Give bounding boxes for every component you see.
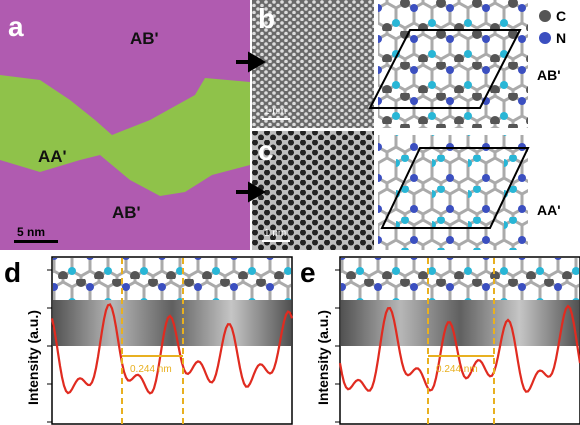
model-label: AA': [537, 202, 561, 218]
scale-label: 1 nm: [264, 106, 286, 117]
region-label: AA': [38, 147, 67, 166]
atomic-models: C N AB' AA': [370, 0, 566, 250]
panel-label: d: [4, 257, 21, 288]
scale-bar: [14, 240, 58, 243]
legend-marker: [539, 10, 551, 22]
region-label: AB': [112, 203, 141, 222]
legend-label: C: [556, 8, 566, 24]
y-axis-label: Intensity (a.u.): [25, 310, 41, 405]
model-aa: [378, 135, 528, 250]
scale-label: 5 nm: [17, 225, 45, 239]
panel-e: e Intensity (a.u.) 0.244 nm: [300, 257, 580, 424]
distance-label: 0.244 nm: [130, 364, 172, 375]
scale-label: 1 nm: [264, 228, 286, 239]
region-label: AB': [130, 29, 159, 48]
y-axis-label: Intensity (a.u.): [315, 310, 331, 405]
scale-bar: [262, 240, 290, 242]
distance-label: 0.244 nm: [436, 364, 478, 375]
figure: a AB' AA' AB' 5 nm b 1 nm c 1 nm C N AB'…: [0, 0, 580, 425]
panel-c: c 1 nm: [252, 131, 374, 250]
panel-label: a: [8, 11, 24, 42]
scale-bar: [262, 118, 290, 120]
panel-label: e: [300, 257, 316, 288]
legend-marker: [539, 32, 551, 44]
atom-strip: [341, 258, 579, 300]
image-band: [53, 300, 291, 346]
panel-b: b 1 nm: [252, 0, 374, 128]
panel-a: a AB' AA' AB' 5 nm: [0, 0, 250, 250]
atom-strip: [53, 258, 291, 300]
legend-label: N: [556, 30, 566, 46]
panel-label: c: [258, 135, 274, 166]
model-label: AB': [537, 67, 561, 83]
image-band: [341, 300, 579, 346]
panel-d: d Intensity (a.u.) 0.244 nm: [4, 257, 292, 424]
panel-label: b: [258, 3, 275, 34]
